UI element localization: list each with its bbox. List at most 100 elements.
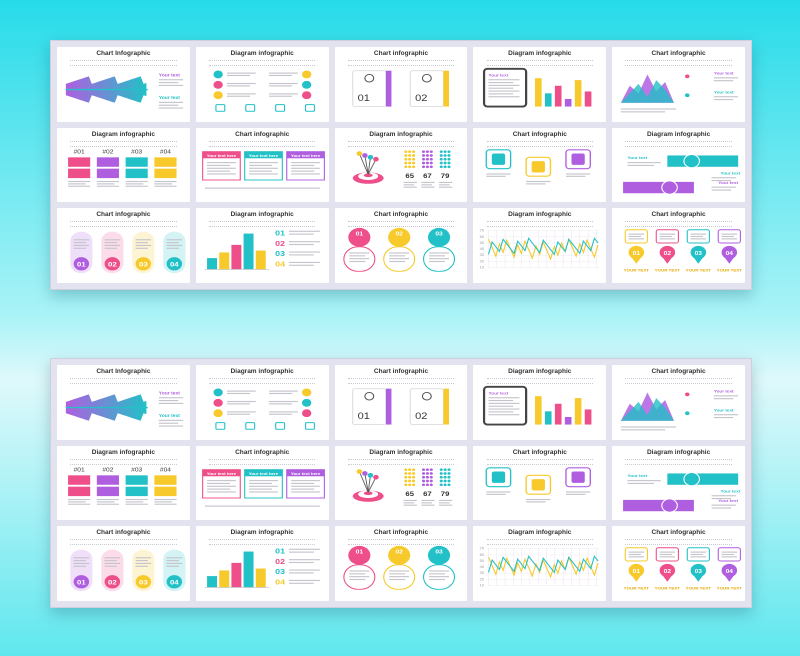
slide-thumbnail[interactable]: Chart Infographic Your text Your text bbox=[57, 47, 190, 122]
slide-title: Diagram infographic bbox=[91, 448, 155, 456]
slide-thumbnail[interactable]: Chart infographic bbox=[473, 127, 607, 203]
slide-title: Diagram infographic bbox=[230, 368, 294, 375]
slide-thumbnail[interactable]: Diagram infographic 01 02 03 04 bbox=[195, 208, 329, 283]
slide-label: Your text here bbox=[291, 471, 321, 476]
slide-label: Your text here bbox=[207, 153, 237, 158]
slide-label: YOUR TEXT bbox=[655, 268, 681, 273]
slide-label: 30 bbox=[480, 254, 484, 258]
slide-subtitle-placeholder bbox=[70, 539, 177, 546]
slide-graphic: Your text here Your text here Your text he… bbox=[196, 146, 329, 203]
slide-title: Chart infographic bbox=[512, 448, 567, 456]
slide-label: 02 bbox=[415, 94, 428, 104]
slide-label: 03 bbox=[695, 569, 703, 575]
slide-graphic: 01 YOUR TEXT 02 YOUR TEXT 03 YOUR TEXT 04 YOUR … bbox=[612, 544, 745, 601]
slide-thumbnail[interactable]: Chart infographic Your text Your text bbox=[612, 47, 745, 122]
slide-subtitle-placeholder bbox=[625, 60, 732, 66]
slide-label: Your text bbox=[721, 170, 741, 175]
slide-thumbnail[interactable]: Chart infographic Your text here Your text… bbox=[195, 445, 329, 521]
slide-label: Your text bbox=[714, 408, 734, 413]
slide-label: Your text bbox=[714, 71, 734, 76]
slide-thumbnail[interactable]: Chart infographic 01 YOUR TEXT 02 YOUR TEXT 0… bbox=[612, 526, 745, 601]
slide-thumbnail[interactable]: Chart infographic 01 02 03 04 bbox=[57, 526, 190, 601]
slide-title: Diagram infographic bbox=[230, 50, 294, 57]
slide-title: Diagram infographic bbox=[369, 448, 433, 456]
slide-thumbnail[interactable]: Diagram infographic Your text Your text You… bbox=[612, 445, 745, 521]
slide-label: 01 bbox=[77, 261, 86, 269]
slide-thumbnail[interactable]: Diagram infographic 65 67 79 bbox=[334, 127, 468, 203]
slide-label: 65 bbox=[405, 171, 414, 179]
slide-label: Your text here bbox=[291, 153, 321, 158]
slide-thumbnail[interactable]: Diagram infographic Your text bbox=[473, 47, 607, 122]
slide-label: 01 bbox=[355, 549, 363, 555]
slide-label: 02 bbox=[415, 412, 428, 422]
slide-thumbnail[interactable]: Diagram infographic #01 #02 #03 #04 bbox=[57, 127, 190, 203]
slide-label: 01 bbox=[633, 569, 641, 575]
slide-subtitle-placeholder bbox=[209, 378, 316, 384]
slide-label: 40 bbox=[480, 566, 484, 570]
slide-thumbnail[interactable]: Diagram infographic Your text bbox=[473, 365, 607, 440]
slide-subtitle-placeholder bbox=[486, 60, 593, 66]
slide-graphic: #01 #02 #03 #04 bbox=[57, 464, 190, 521]
slide-title: Chart infographic bbox=[235, 130, 290, 138]
slide-label: 67 bbox=[423, 171, 432, 179]
slide-subtitle-placeholder bbox=[625, 140, 732, 147]
slide-subtitle-placeholder bbox=[625, 458, 732, 465]
slide-thumbnail[interactable]: Diagram infographic 70 60 50 40 30 20 10 bbox=[473, 208, 607, 283]
slide-thumbnail[interactable]: Chart infographic Your text Your text bbox=[612, 365, 745, 440]
slide-label: 03 bbox=[695, 251, 703, 257]
slide-label: 03 bbox=[139, 261, 148, 269]
slide-label: 10 bbox=[480, 584, 484, 588]
slide-thumbnail[interactable]: Chart infographic bbox=[473, 445, 607, 521]
slide-thumbnail[interactable]: Chart infographic 01 02 bbox=[334, 47, 468, 122]
slide-thumbnail[interactable]: Chart infographic 01 02 03 04 bbox=[57, 208, 190, 283]
slide-subtitle-placeholder bbox=[70, 378, 177, 384]
slide-subtitle-placeholder bbox=[486, 221, 593, 228]
slide-subtitle-placeholder bbox=[70, 221, 177, 228]
slide-thumbnail[interactable]: Diagram infographic 01 02 03 04 bbox=[195, 526, 329, 601]
slide-thumbnail[interactable]: Diagram infographic #01 #02 #03 #04 bbox=[57, 445, 190, 521]
slide-thumbnail[interactable]: Diagram infographic Your text Your text You… bbox=[612, 127, 745, 203]
slide-label: 50 bbox=[480, 242, 484, 246]
slide-thumbnail[interactable]: Diagram infographic bbox=[195, 365, 329, 440]
slide-subtitle-placeholder bbox=[70, 60, 177, 66]
slide-label: #04 bbox=[160, 467, 172, 473]
slide-thumbnail[interactable]: Chart infographic 01 YOUR TEXT 02 YOUR TEXT 0… bbox=[612, 208, 745, 283]
slide-label: Your text bbox=[628, 473, 648, 478]
slide-label: 01 bbox=[77, 579, 86, 587]
slide-subtitle-placeholder bbox=[70, 458, 177, 465]
slide-graphic: #01 #02 #03 #04 bbox=[57, 146, 190, 203]
slide-title: Chart infographic bbox=[651, 50, 706, 57]
slide-graphic: 01 02 03 04 bbox=[57, 226, 190, 283]
slide-label: Your text bbox=[628, 155, 648, 160]
slide-label: Your text bbox=[159, 73, 181, 78]
slide-title: Chart infographic bbox=[512, 130, 567, 138]
slide-graphic bbox=[196, 383, 329, 440]
slide-label: 03 bbox=[435, 549, 443, 555]
slide-title: Diagram infographic bbox=[508, 50, 572, 57]
slide-label: 79 bbox=[440, 489, 449, 497]
slide-title: Diagram infographic bbox=[646, 130, 711, 138]
slide-graphic: Your text here Your text here Your text he… bbox=[196, 464, 329, 521]
slide-label: Your text bbox=[721, 488, 741, 493]
slide-label: 02 bbox=[275, 240, 285, 248]
slide-graphic: Your text Your text bbox=[57, 65, 190, 122]
slide-label: 03 bbox=[275, 568, 285, 576]
slide-thumbnail[interactable]: Diagram infographic 65 67 79 bbox=[334, 445, 468, 521]
slide-thumbnail[interactable]: Chart infographic 01 02 03 bbox=[334, 208, 468, 283]
slide-thumbnail[interactable]: Chart Infographic Your text Your text bbox=[57, 365, 190, 440]
slide-subtitle-placeholder bbox=[347, 539, 455, 546]
slide-label: Your text bbox=[159, 391, 181, 396]
slide-preview-panel-top: Chart Infographic Your text Your text Diagr… bbox=[50, 40, 752, 290]
slide-label: Your text here bbox=[249, 471, 279, 476]
slide-subtitle-placeholder bbox=[347, 221, 455, 228]
slide-thumbnail[interactable]: Diagram infographic 70 60 50 40 30 20 10 bbox=[473, 526, 607, 601]
slide-thumbnail[interactable]: Chart infographic 01 02 bbox=[334, 365, 468, 440]
slide-graphic: 01 02 03 04 bbox=[196, 226, 329, 283]
slide-thumbnail[interactable]: Chart infographic Your text here Your text… bbox=[195, 127, 329, 203]
slide-graphic: Your text Your text bbox=[57, 383, 190, 440]
slide-label: 01 bbox=[357, 412, 370, 422]
slide-label: #02 bbox=[102, 149, 114, 155]
slide-thumbnail[interactable]: Diagram infographic bbox=[195, 47, 329, 122]
slide-thumbnail[interactable]: Chart infographic 01 02 03 bbox=[334, 526, 468, 601]
slide-label: 67 bbox=[423, 489, 432, 497]
